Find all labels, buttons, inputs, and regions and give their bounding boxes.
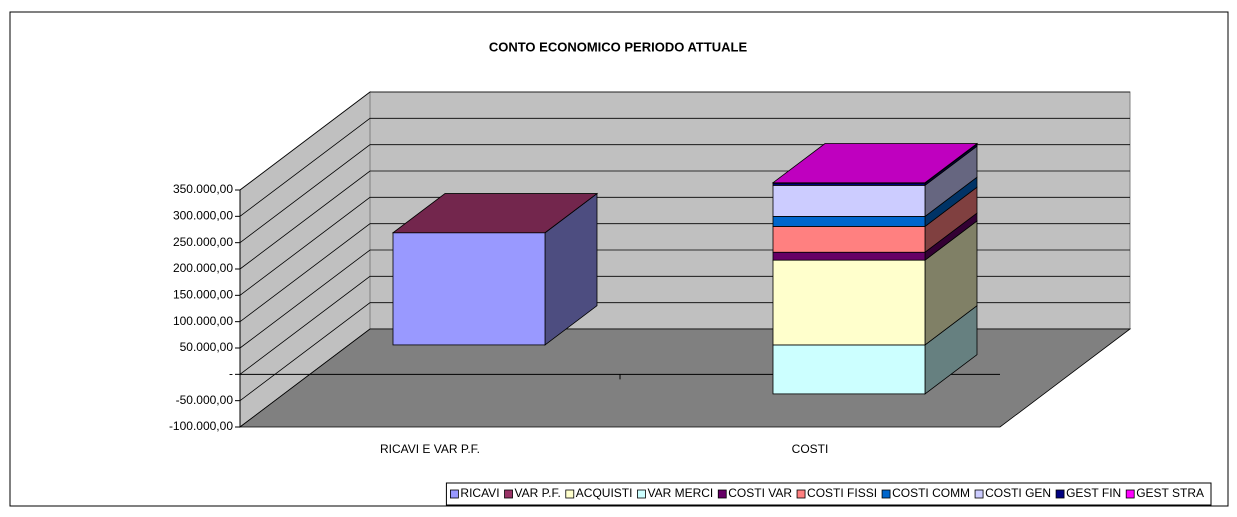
legend-label: VAR P.F. [515,486,561,500]
y-tick-label: - [229,367,233,381]
y-tick-label: -100.000,00 [169,419,233,433]
bar [772,251,926,261]
legend-swatch [1125,489,1135,499]
legend-swatch [796,489,806,499]
legend-swatch [881,489,891,499]
legend-swatch [637,489,646,499]
bar [772,344,926,395]
y-tick-label: 150.000,00 [173,288,233,302]
legend-swatch [450,489,459,499]
y-tick-label: 250.000,00 [173,235,233,249]
chart-title: CONTO ECONOMICO PERIODO ATTUALE [489,39,748,54]
legend-label: ACQUISTI [576,486,633,500]
legend-label: COSTI GEN [985,486,1051,500]
bar [772,259,926,346]
bar-top [391,193,599,234]
floor [238,328,1132,428]
y-tick-label: 350.000,00 [173,182,233,196]
legend-label: VAR MERCI [647,486,713,500]
legend-box [445,482,1212,506]
y-tick-label: 50.000,00 [180,340,234,354]
x-tick-label: RICAVI E VAR P.F. [380,442,480,456]
legend-swatch [1055,489,1065,499]
bar [772,226,926,253]
bar-top [771,143,979,184]
legend-swatch [504,489,513,499]
legend-label: COSTI FISSI [807,486,877,500]
grid-line [239,117,1130,217]
legend-swatch [565,489,575,499]
legend-swatch [974,489,984,499]
y-tick-label: 300.000,00 [173,209,233,223]
legend-label: RICAVI [460,486,499,500]
y-tick-label: 100.000,00 [173,314,233,328]
legend-label: COSTI VAR [728,486,792,500]
bar [772,216,926,227]
legend-label: GEST STRA [1136,486,1204,500]
grid-line [239,91,1130,191]
bar [772,184,926,217]
legend-label: COSTI COMM [892,486,970,500]
y-tick-label: -50.000,00 [176,393,234,407]
legend-swatch [717,489,727,499]
legend-label: GEST FIN [1066,486,1121,500]
bar [392,232,546,346]
y-tick-label: 200.000,00 [173,261,233,275]
x-tick-label: COSTI [792,442,829,456]
